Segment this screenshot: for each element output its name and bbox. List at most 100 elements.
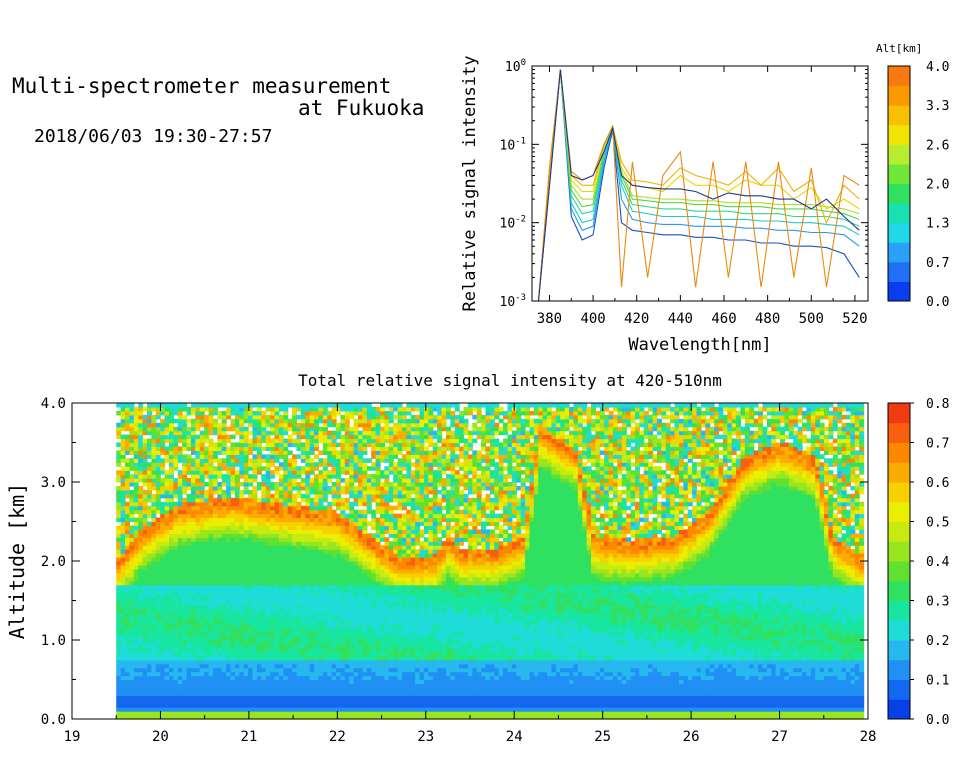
heatmap-cell xyxy=(366,671,372,677)
heatmap-cell xyxy=(379,446,385,451)
heatmap-cell xyxy=(155,422,161,428)
heatmap-cell xyxy=(120,600,126,606)
heatmap-cell xyxy=(204,557,210,562)
heatmap-cell xyxy=(309,434,315,440)
heatmap-cell xyxy=(349,715,355,720)
heatmap-cell xyxy=(120,493,126,499)
heatmap-cell xyxy=(384,616,390,621)
heatmap-cell xyxy=(305,655,311,661)
heatmap-cell xyxy=(340,541,346,546)
heatmap-cell xyxy=(221,636,227,641)
heatmap-cell xyxy=(116,643,122,649)
heatmap-cell xyxy=(375,529,381,534)
heatmap-cell xyxy=(362,478,368,483)
heatmap-cell xyxy=(322,576,328,582)
heatmap-cell xyxy=(248,691,254,696)
heatmap-cell xyxy=(155,474,161,479)
heatmap-cell xyxy=(195,667,201,673)
heatmap-cell xyxy=(349,612,355,617)
heatmap-cell xyxy=(336,564,342,570)
heatmap-cell xyxy=(239,553,245,558)
heatmap-cell xyxy=(344,663,350,669)
heatmap-cell xyxy=(309,414,315,420)
heatmap-cell xyxy=(265,462,271,467)
heatmap-cell xyxy=(274,699,280,704)
heatmap-cell xyxy=(327,561,333,566)
heatmap-cell xyxy=(366,707,372,712)
heatmap-cell xyxy=(142,576,148,582)
heatmap-cell xyxy=(142,505,148,511)
heatmap-cell xyxy=(133,485,139,491)
heatmap-cell xyxy=(309,655,315,661)
heatmap-cell xyxy=(142,604,148,609)
heatmap-cell xyxy=(230,505,236,511)
heatmap-cell xyxy=(292,545,298,550)
heatmap-cell xyxy=(379,403,385,408)
heatmap-cell xyxy=(239,517,245,523)
heatmap-cell xyxy=(199,707,205,712)
heatmap-cell xyxy=(226,671,232,677)
heatmap-cell xyxy=(243,667,249,673)
heatmap-cell xyxy=(190,529,196,534)
heatmap-cell xyxy=(230,549,236,554)
heatmap-cell xyxy=(243,470,249,475)
heatmap-cell xyxy=(221,604,227,609)
heatmap-cell xyxy=(366,549,372,554)
heatmap-cell xyxy=(283,533,289,538)
heatmap-cell xyxy=(177,616,183,621)
heatmap-cell xyxy=(384,541,390,546)
heatmap-cell xyxy=(252,667,258,673)
heatmap-cell xyxy=(199,454,205,459)
heatmap-cell xyxy=(287,699,293,704)
heatmap-cell xyxy=(278,671,284,677)
heatmap-cell xyxy=(120,406,126,412)
heatmap-cell xyxy=(270,628,276,633)
heatmap-cell xyxy=(349,493,355,499)
heatmap-cell xyxy=(366,489,372,495)
heatmap-cell xyxy=(138,683,144,688)
heatmap-cell xyxy=(120,438,126,444)
heatmap-cell xyxy=(331,711,337,716)
heatmap-cell xyxy=(133,474,139,479)
heatmap-cell xyxy=(125,406,131,412)
heatmap-cell xyxy=(177,406,183,412)
heatmap-cell xyxy=(278,655,284,661)
heatmap-cell xyxy=(248,541,254,546)
heatmap-cell xyxy=(221,403,227,408)
heatmap-cell xyxy=(195,592,201,598)
heatmap-cell xyxy=(331,549,337,554)
heatmap-cell xyxy=(164,438,170,444)
heatmap-cell xyxy=(226,715,232,720)
heatmap-cell xyxy=(182,600,188,606)
heatmap-cell xyxy=(366,616,372,621)
heatmap-cell xyxy=(283,549,289,554)
heatmap-cell xyxy=(318,549,324,554)
heatmap-cell xyxy=(270,687,276,692)
heatmap-cell xyxy=(221,608,227,613)
heatmap-cell xyxy=(208,454,214,459)
heatmap-cell xyxy=(362,651,368,657)
heatmap-cell xyxy=(199,683,205,688)
heatmap-cell xyxy=(362,663,368,669)
heatmap-cell xyxy=(305,592,311,598)
heatmap-cell xyxy=(344,426,350,432)
heatmap-cell xyxy=(120,628,126,633)
heatmap-cell xyxy=(274,422,280,428)
heatmap-cell xyxy=(283,679,289,685)
heatmap-cell xyxy=(138,572,144,578)
heatmap-cell xyxy=(261,541,267,546)
heatmap-cell xyxy=(199,643,205,649)
heatmap-cell xyxy=(256,711,262,716)
heatmap-cell xyxy=(344,489,350,495)
heatmap-cell xyxy=(353,600,359,606)
heatmap-cell xyxy=(336,604,342,609)
heatmap-cell xyxy=(349,466,355,471)
heatmap-cell xyxy=(234,564,240,570)
heatmap-cell xyxy=(234,501,240,507)
heatmap-cell xyxy=(384,695,390,700)
heatmap-cell xyxy=(248,620,254,625)
heatmap-cell xyxy=(177,711,183,716)
heatmap-cell xyxy=(362,485,368,491)
heatmap-cell xyxy=(371,533,377,538)
heatmap-cell xyxy=(147,699,152,704)
